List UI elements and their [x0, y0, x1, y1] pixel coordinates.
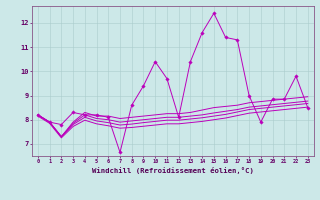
X-axis label: Windchill (Refroidissement éolien,°C): Windchill (Refroidissement éolien,°C): [92, 167, 254, 174]
